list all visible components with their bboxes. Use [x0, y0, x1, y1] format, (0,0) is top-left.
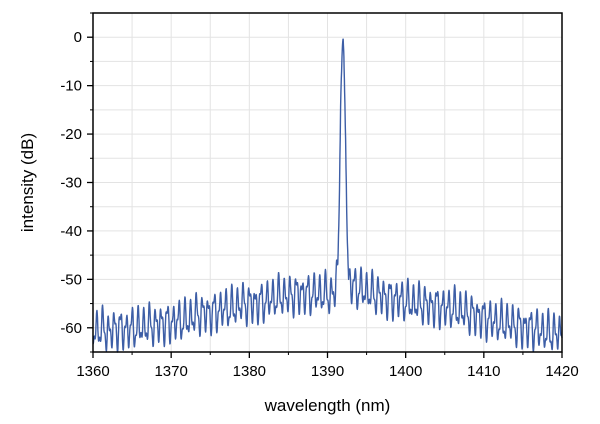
x-tick-label: 1380	[233, 363, 266, 380]
y-tick-label: -60	[60, 320, 82, 337]
y-axis-label: intensity (dB)	[18, 133, 37, 232]
x-tick-label: 1410	[467, 363, 500, 380]
tick-labels: 1360 1370 1380 1390 1400 1410 1420 0 -10 -20 -30 -4…	[60, 29, 578, 380]
x-tick-label: 1400	[389, 363, 422, 380]
y-tick-label: -20	[60, 126, 82, 143]
spectrum-line	[92, 38, 563, 353]
x-tick-label: 1360	[76, 363, 109, 380]
x-tick-label: 1370	[154, 363, 187, 380]
x-tick-label: 1420	[545, 363, 578, 380]
y-tick-label: 0	[74, 29, 82, 46]
x-tick-label: 1390	[311, 363, 344, 380]
y-tick-label: -40	[60, 223, 82, 240]
y-tick-label: -50	[60, 271, 82, 288]
y-tick-label: -10	[60, 78, 82, 95]
y-tick-label: -30	[60, 175, 82, 192]
x-axis-label: wavelength (nm)	[264, 396, 391, 415]
axis-ticks	[87, 12, 563, 358]
plot-area	[92, 38, 563, 353]
